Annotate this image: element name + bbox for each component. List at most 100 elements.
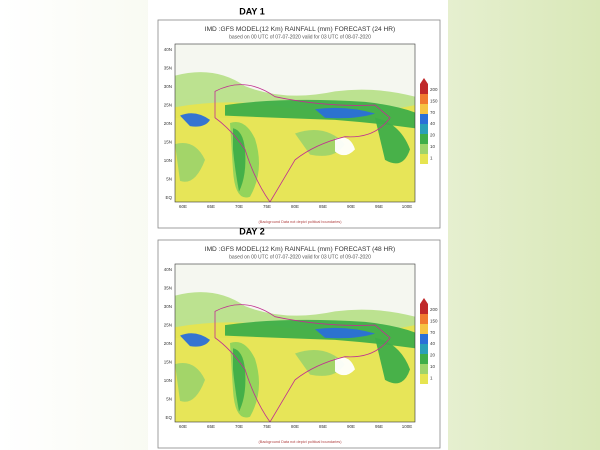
- colorbar-label: 40: [430, 121, 436, 126]
- longitude-label: 65E: [207, 424, 215, 429]
- colorbar-segment: [420, 144, 428, 154]
- longitude-label: 70E: [235, 204, 243, 209]
- colorbar-segment: [420, 104, 428, 114]
- boundary-line: [214, 304, 391, 422]
- rainfall-area: [175, 363, 205, 402]
- colorbar-label: 20: [430, 133, 436, 138]
- longitude-label: 60E: [179, 424, 187, 429]
- longitude-label: 100E: [402, 424, 413, 429]
- map-footnote: (Background Data not depict political bo…: [259, 440, 343, 444]
- day-label: DAY 2: [239, 226, 265, 236]
- latitude-label: EQ: [165, 195, 172, 200]
- colorbar-label: 40: [430, 341, 436, 346]
- rainfall-area: [315, 107, 375, 119]
- colorbar-segment: [420, 154, 428, 164]
- latitude-label: 20N: [164, 121, 172, 126]
- rainfall-area: [375, 117, 410, 164]
- colorbar-label: 1: [430, 375, 433, 380]
- colorbar-label: 70: [430, 330, 436, 335]
- longitude-label: 80E: [291, 204, 299, 209]
- colorbar-segment: [420, 114, 428, 124]
- rainfall-area: [295, 350, 345, 376]
- colorbar-label: 200: [430, 87, 438, 92]
- latitude-label: 40N: [164, 267, 172, 272]
- longitude-label: 80E: [291, 424, 299, 429]
- colorbar-segment: [420, 324, 428, 334]
- latitude-label: 40N: [164, 47, 172, 52]
- rainfall-area: [375, 337, 410, 384]
- rainfall-area: [180, 333, 210, 347]
- map-border: [174, 43, 416, 203]
- rainfall-area: [180, 113, 210, 127]
- colorbar-segment: [420, 344, 428, 354]
- rainfall-area: [225, 319, 415, 349]
- colorbar-segment: [420, 364, 428, 374]
- latitude-label: 10N: [164, 158, 172, 163]
- rainfall-area: [233, 128, 246, 192]
- rainfall-area: [233, 348, 246, 412]
- latitude-label: EQ: [165, 415, 172, 420]
- rainfall-fields: [175, 44, 415, 202]
- forecast-panel: DAY 1 IMD :GFS MODEL(12 Km) RAINFALL (mm)…: [157, 6, 441, 229]
- latitude-label: 5N: [166, 177, 172, 182]
- rainfall-map: [175, 44, 415, 202]
- day-label: DAY 1: [239, 6, 265, 16]
- colorbar-segment: [420, 94, 428, 104]
- longitude-label: 95E: [375, 424, 383, 429]
- latitude-label: 25N: [164, 323, 172, 328]
- colorbar-label: 10: [430, 144, 436, 149]
- colorbar-segment: [420, 354, 428, 364]
- longitude-label: 75E: [263, 204, 271, 209]
- latitude-label: 20N: [164, 341, 172, 346]
- latitude-label: 10N: [164, 378, 172, 383]
- longitude-label: 85E: [319, 424, 327, 429]
- boundary-line: [214, 84, 391, 202]
- latitude-label: 35N: [164, 66, 172, 71]
- colorbar-segment: [420, 374, 428, 384]
- latitude-label: 15N: [164, 140, 172, 145]
- colorbar-label: 20: [430, 353, 436, 358]
- rainfall-area: [295, 130, 345, 156]
- latitude-label: 15N: [164, 360, 172, 365]
- map-subtitle: based on 00 UTC of 07-07-2020 valid for …: [229, 254, 371, 260]
- rainfall-area: [315, 327, 375, 339]
- latitude-label: 5N: [166, 397, 172, 402]
- forecast-panel: DAY 2 IMD :GFS MODEL(12 Km) RAINFALL (mm)…: [157, 226, 441, 449]
- rainfall-fields: [175, 264, 415, 422]
- colorbar-label: 1: [430, 155, 433, 160]
- map-footnote: (Background Data not depict political bo…: [259, 220, 343, 224]
- colorbar-segment: [420, 314, 428, 324]
- colorbar-tip: [420, 298, 428, 304]
- map-title: IMD :GFS MODEL(12 Km) RAINFALL (mm) FORE…: [205, 246, 396, 253]
- rainfall-area: [175, 143, 205, 182]
- colorbar-label: 10: [430, 364, 436, 369]
- map-title: IMD :GFS MODEL(12 Km) RAINFALL (mm) FORE…: [205, 26, 396, 33]
- longitude-label: 95E: [375, 204, 383, 209]
- longitude-label: 70E: [235, 424, 243, 429]
- longitude-label: 65E: [207, 204, 215, 209]
- latitude-label: 30N: [164, 304, 172, 309]
- rainfall-area: [335, 137, 355, 156]
- rainfall-map: [175, 264, 415, 422]
- map-subtitle: based on 00 UTC of 07-07-2020 valid for …: [229, 34, 371, 40]
- colorbar-segment: [420, 304, 428, 314]
- latitude-label: 35N: [164, 286, 172, 291]
- colorbar-tip: [420, 78, 428, 84]
- latitude-label: 25N: [164, 103, 172, 108]
- longitude-label: 60E: [179, 204, 187, 209]
- colorbar-label: 150: [430, 98, 438, 103]
- longitude-label: 85E: [319, 204, 327, 209]
- colorbar-segment: [420, 124, 428, 134]
- colorbar-segment: [420, 134, 428, 144]
- colorbar-segment: [420, 334, 428, 344]
- latitude-label: 30N: [164, 84, 172, 89]
- longitude-label: 100E: [402, 204, 413, 209]
- colorbar-label: 200: [430, 307, 438, 312]
- rainfall-area: [225, 99, 415, 129]
- colorbar-segment: [420, 84, 428, 94]
- colorbar-label: 150: [430, 318, 438, 323]
- map-border: [174, 263, 416, 423]
- longitude-label: 75E: [263, 424, 271, 429]
- rainfall-area: [335, 357, 355, 376]
